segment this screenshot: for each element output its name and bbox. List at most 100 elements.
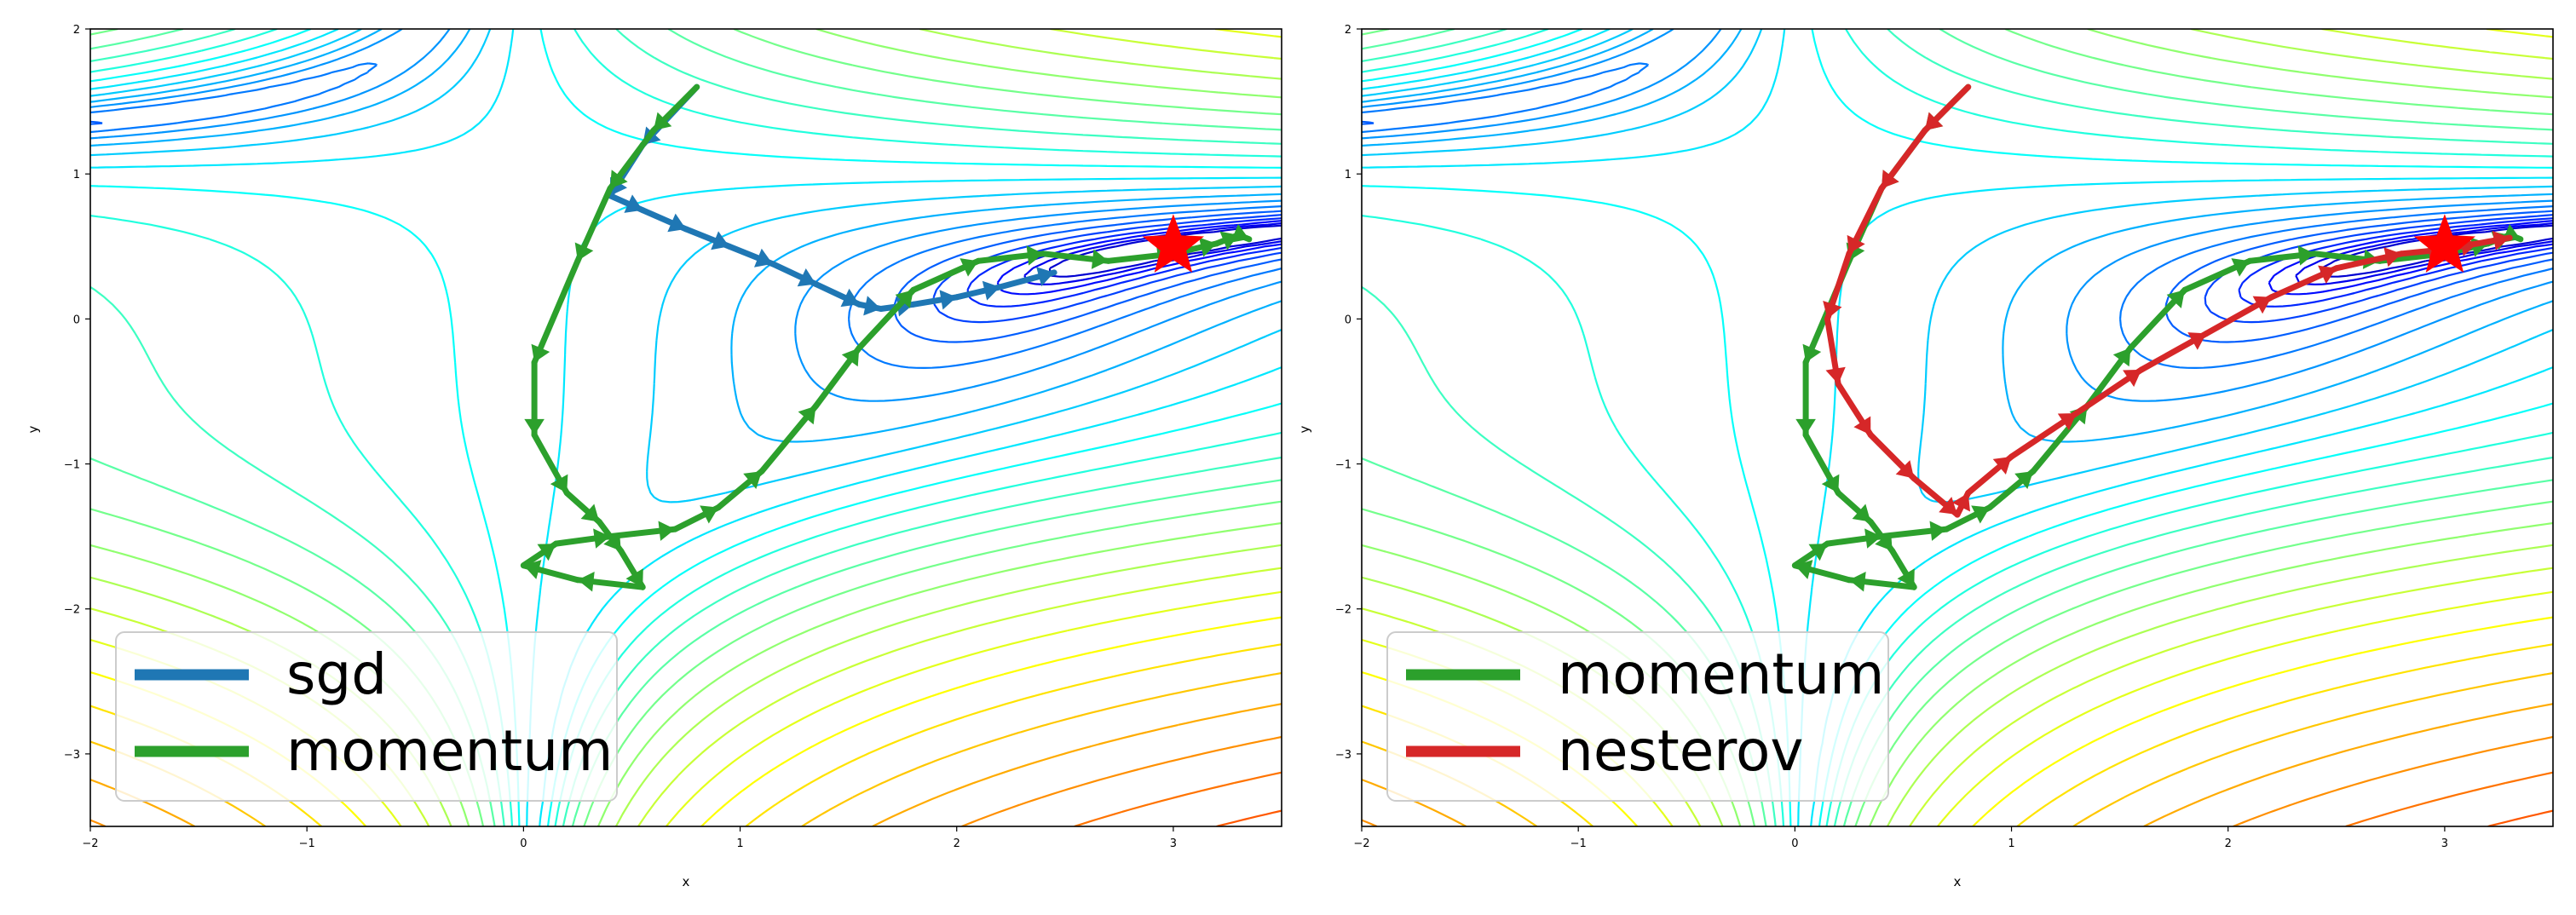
left-y-axis-label: y [26,425,41,433]
left-axes-frame [89,28,1282,827]
left-momentum-arrowhead [593,528,610,549]
right-x-tick-label: 0 [1791,837,1798,850]
left-momentum-arrowhead [798,406,816,425]
left-y-tick-label: −2 [64,604,80,617]
left-momentum-arrowhead [610,170,628,189]
left-x-tick-label: 3 [1170,837,1177,850]
right-nesterov-arrowhead [1924,112,1944,131]
right-y-tick-label: 2 [1345,24,1351,37]
left-y-tick-label: 2 [73,24,80,37]
right-nesterov-arrowhead [2318,265,2337,285]
right-target-star [2413,214,2475,273]
left-y-tick-label: −1 [64,459,80,472]
left-target-star [1142,214,1204,273]
right-momentum-arrowhead [1897,568,1915,588]
right-optimizer-paths [1791,83,2524,592]
left-x-axis-label: x [683,874,690,889]
left-y-tick-label: 1 [73,169,80,181]
right-momentum-arrowhead [2112,348,2131,367]
left-momentum-arrowhead [653,112,672,131]
right-x-tick-label: 3 [2441,837,2448,850]
right-nesterov-arrowhead [2187,332,2207,350]
right-nesterov-arrowhead [2383,247,2402,268]
contour-level [90,29,1282,443]
contour-level [90,29,1282,402]
left-momentum-arrowhead [700,505,719,524]
left-sgd-arrowhead [1036,267,1055,287]
left-momentum-arrowhead [1091,249,1109,269]
right-y-axis-label: y [1297,425,1312,433]
left-sgd-arrowhead [982,280,1000,301]
left-legend-label-momentum: momentum [286,718,613,784]
right-nesterov-arrowhead [2123,369,2142,388]
left-series-momentum [520,83,1253,592]
right-nesterov-arrowhead [1825,366,1846,384]
left-sgd-arrowhead [711,231,729,250]
contour-level [1362,29,2553,443]
right-nesterov-arrowhead [2492,230,2510,250]
right-contour-map [1362,29,2553,826]
right-nesterov-arrowhead [1847,234,1865,254]
left-momentum-arrowhead [577,572,595,592]
left-sgd-arrowhead [939,290,957,310]
left-chart-panel: −2 −1 0 1 2 3 −3 −2 −1 0 1 2 x y sgd momentum [26,24,1282,889]
left-sgd-arrowhead [863,296,881,316]
right-series-nesterov [1823,83,2513,518]
left-momentum-arrowhead [895,290,913,308]
left-series-sgd [607,83,1057,317]
left-momentum-arrowhead [743,471,762,489]
left-sgd-arrowhead [624,194,643,213]
right-x-tick-label: 1 [2008,837,2014,850]
left-optimizer-paths [520,83,1253,592]
contour-level [90,735,1282,826]
left-momentum-step [531,257,581,365]
left-legend: sgd momentum [115,631,618,802]
left-sgd-arrowhead [840,288,860,308]
right-nesterov-arrowhead [2057,413,2077,431]
right-legend: momentum nesterov [1386,631,1889,802]
right-nesterov-arrowhead [1939,497,1957,515]
right-nesterov-arrowhead [1951,492,1970,512]
right-momentum-arrowhead [2297,245,2315,266]
left-x-tick-label: 2 [954,837,960,850]
right-x-tick-label: −1 [1570,837,1587,850]
left-momentum-arrowhead [1026,245,1044,266]
right-momentum-arrowhead [1795,418,1816,435]
contour-level [1216,809,1282,826]
left-axis-ticks: −2 −1 0 1 2 3 −3 −2 −1 0 1 2 [64,24,1177,850]
right-momentum-arrowhead [1821,474,1840,493]
left-momentum-arrowhead [550,474,568,493]
right-y-tick-label: 1 [1345,169,1351,181]
left-y-tick-label: −3 [64,749,80,762]
right-legend-label-nesterov: nesterov [1558,718,1803,784]
left-momentum-arrowhead [658,521,676,541]
right-nesterov-arrowhead [1823,301,1842,319]
right-momentum-arrowhead [2231,258,2250,277]
left-momentum-arrowhead [580,504,600,522]
left-x-tick-label: −1 [299,837,315,850]
right-momentum-arrowhead [1864,528,1882,549]
right-momentum-arrowhead [2014,471,2033,489]
left-x-tick-label: 0 [520,837,527,850]
contour-level [1362,735,2553,826]
left-sgd-arrowhead [754,248,773,268]
right-axis-ticks: −2 −1 0 1 2 3 −3 −2 −1 0 1 2 [1335,24,2448,850]
right-momentum-arrowhead [2166,290,2185,308]
right-legend-label-momentum: momentum [1558,642,1884,707]
right-momentum-arrowhead [1929,521,1947,541]
right-nesterov-arrowhead [1882,170,1899,189]
right-momentum-arrowhead [1802,343,1822,363]
contour-level [1362,29,2553,402]
left-momentum-arrowhead [537,544,556,561]
left-momentum-arrowhead [531,343,550,363]
contour-level [90,29,1282,504]
contour-level [1362,29,2553,504]
left-x-tick-label: −2 [82,837,98,850]
right-y-tick-label: 0 [1345,314,1351,326]
right-chart-panel: −2 −1 0 1 2 3 −3 −2 −1 0 1 2 x y momentum nesterov [1297,24,2554,889]
right-x-tick-label: −2 [1353,837,1369,850]
contour-level [2487,809,2553,826]
contour-level [90,62,1282,369]
right-nesterov-arrowhead [2252,296,2272,314]
